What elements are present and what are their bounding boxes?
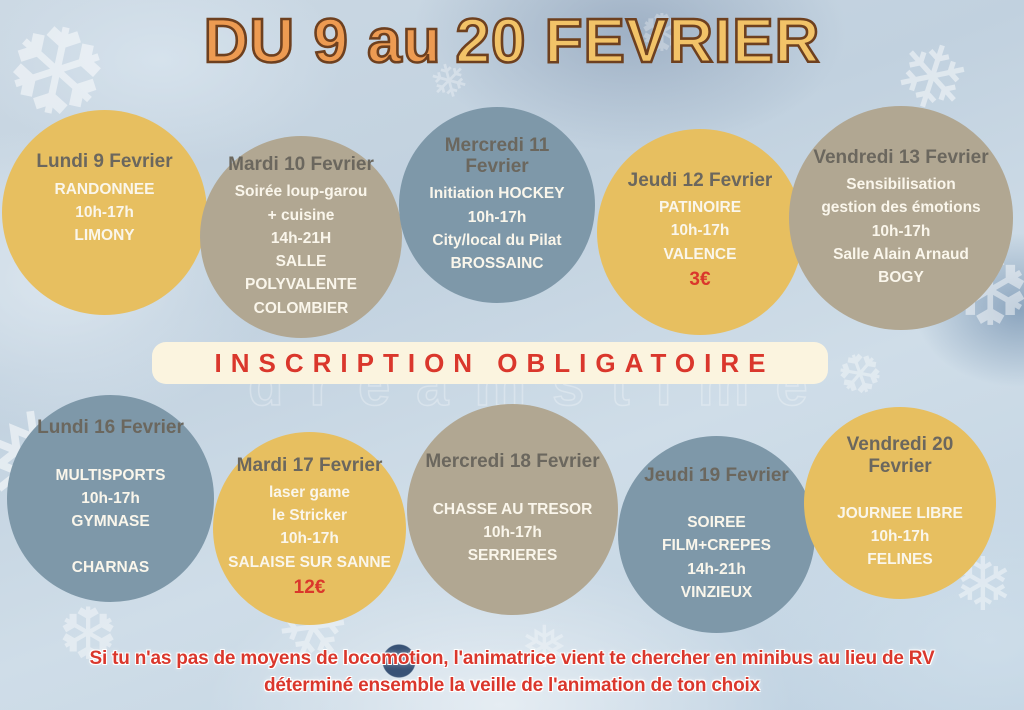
footer-line-2: déterminé ensemble la veille de l'animat… (264, 675, 760, 697)
event-detail-line: CHARNAS (71, 559, 150, 577)
event-date: Jeudi 19 Fevrier (644, 464, 789, 486)
event-circle-vendredi-20: Vendredi 20 Fevrier JOURNEE LIBRE 10h-17… (804, 407, 996, 599)
event-date: Lundi 16 Fevrier (37, 417, 184, 439)
event-detail-line: SOIREE (687, 514, 746, 532)
event-detail-line: Sensibilisation (846, 176, 956, 193)
event-detail-line: Initiation HOCKEY (429, 185, 565, 203)
event-date: Mardi 17 Fevrier (236, 454, 383, 476)
event-detail-line: 14h-21H (270, 229, 332, 247)
event-date: Mardi 10 Fevrier (228, 154, 374, 176)
registration-banner: INSCRIPTION OBLIGATOIRE (152, 342, 828, 384)
event-circle-mercredi-11: Mercredi 11 Fevrier Initiation HOCKEY 10… (399, 107, 595, 303)
event-detail-line: MULTISPORTS (55, 466, 166, 484)
event-date: Mercredi 11 Fevrier (444, 134, 550, 177)
event-date: Jeudi 12 Fevrier (627, 169, 773, 191)
title-range-start: DU 9 au (202, 6, 442, 78)
event-detail-line: Salle Alain Arnaud (833, 245, 969, 263)
event-price: 3€ (689, 268, 711, 290)
footer-line-1: Si tu n'as pas de moyens de locomotion, … (89, 647, 935, 669)
event-detail-line: Soirée loup-garou (234, 183, 368, 201)
event-detail-line: FILM+CREPES (662, 537, 771, 555)
event-circle-mardi-10: Mardi 10 Fevrier Soirée loup-garou + cui… (200, 136, 402, 338)
title-range-end: 20 FEVRIER (454, 6, 821, 78)
event-detail-line: BROSSAINC (450, 255, 544, 273)
event-date: Mercredi 18 Fevrier (425, 451, 600, 473)
event-detail-line: 10h-17h (670, 222, 730, 240)
event-circle-jeudi-19: Jeudi 19 Fevrier SOIREE FILM+CREPES 14h-… (618, 436, 815, 633)
event-detail-line: 10h-17h (870, 528, 930, 546)
event-detail-line: 10h-17h (483, 524, 542, 541)
event-detail-line: FELINES (867, 551, 933, 569)
event-detail-line: SALAISE SUR SANNE (228, 553, 391, 571)
event-circle-lundi-16: Lundi 16 Fevrier MULTISPORTS 10h-17h GYM… (7, 395, 214, 602)
event-detail-line: CHASSE AU TRESOR (432, 500, 593, 518)
event-circle-vendredi-13: Vendredi 13 Fevrier Sensibilisation gest… (789, 106, 1013, 330)
event-detail-line: 10h-17h (280, 530, 339, 548)
page-title: DU 9 au 20 FEVRIER (0, 6, 1024, 78)
event-detail-line: 10h-17h (467, 208, 527, 226)
footer-note: Si tu n'as pas de moyens de locomotion, … (0, 645, 1024, 700)
event-detail-line: POLYVALENTE (245, 276, 357, 294)
event-detail-line: VALENCE (663, 245, 737, 263)
event-detail-line: SALLE (275, 253, 327, 271)
event-circle-mardi-17: Mardi 17 Fevrier laser game le Stricker … (213, 432, 406, 625)
event-detail-line: laser game (269, 483, 350, 501)
event-detail-line: 10h-17h (75, 204, 134, 221)
event-detail-line: SERRIERES (467, 547, 558, 565)
event-detail-line: JOURNEE LIBRE (837, 504, 963, 522)
event-date: Lundi 9 Fevrier (36, 151, 173, 173)
event-detail-line: VINZIEUX (680, 583, 753, 601)
event-detail-line: le Stricker (272, 507, 347, 525)
event-detail-line: gestion des émotions (821, 199, 981, 217)
event-price: 12€ (293, 576, 326, 598)
snowflake-icon (830, 342, 891, 408)
event-detail-line: GYMNASE (71, 513, 150, 531)
event-detail-line: 10h-17h (81, 489, 140, 507)
event-date: Vendredi 20 Fevrier (846, 434, 954, 477)
event-detail-line: PATINOIRE (658, 199, 742, 216)
event-circle-mercredi-18: Mercredi 18 Fevrier CHASSE AU TRESOR 10h… (407, 404, 618, 615)
event-detail-line: COLOMBIER (253, 299, 349, 317)
event-circle-jeudi-12: Jeudi 12 Fevrier PATINOIRE 10h-17h VALEN… (597, 129, 803, 335)
event-detail-line: + cuisine (267, 206, 335, 224)
event-detail-line: 10h-17h (871, 222, 931, 240)
event-detail-line: LIMONY (74, 227, 135, 245)
event-detail-line: City/local du Pilat (432, 231, 562, 249)
event-detail-line: 14h-21h (687, 560, 746, 578)
event-date: Vendredi 13 Fevrier (813, 146, 989, 168)
event-detail-line: BOGY (878, 269, 924, 286)
event-detail-line: RANDONNEE (54, 180, 155, 198)
event-circle-lundi-9: Lundi 9 Fevrier RANDONNEE 10h-17h LIMONY (2, 110, 207, 315)
